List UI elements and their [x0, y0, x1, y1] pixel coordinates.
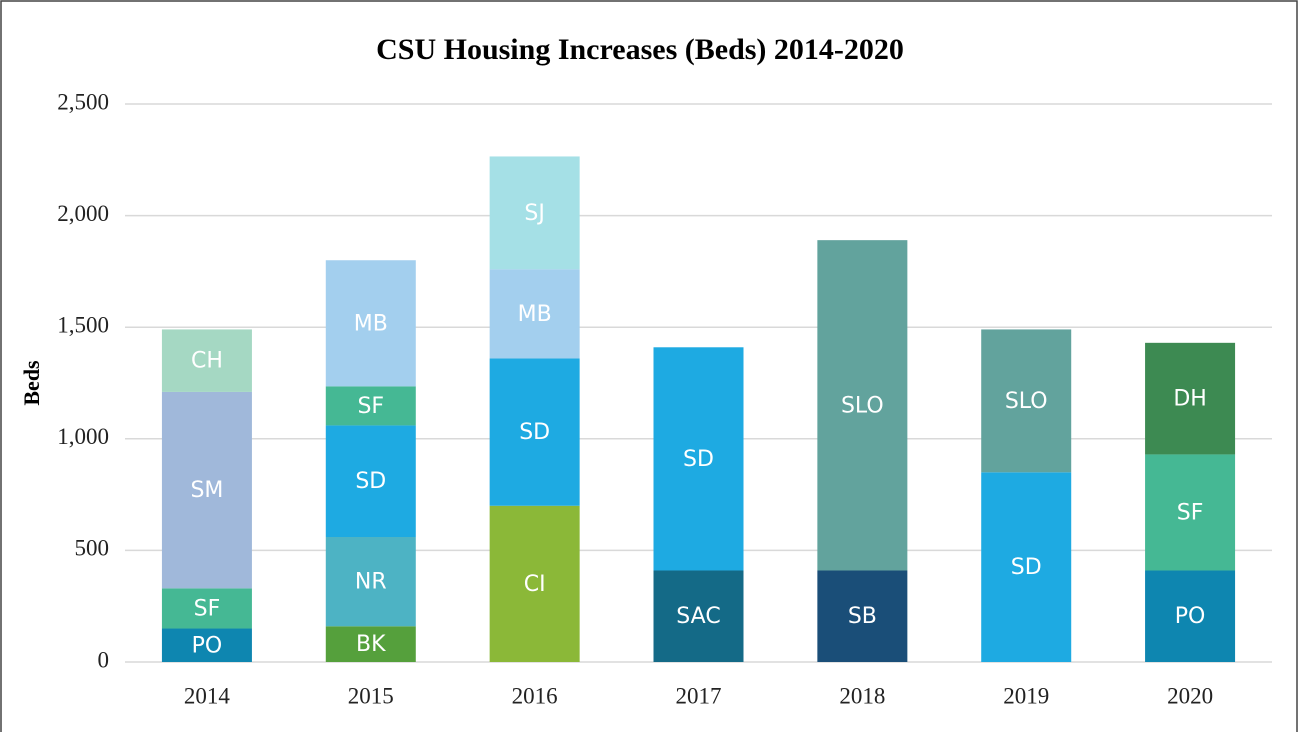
y-tick-label: 1,000 — [57, 424, 109, 449]
bar-segment — [161, 628, 252, 662]
bar-segment — [489, 269, 580, 359]
y-tick-label: 500 — [75, 536, 110, 561]
bar-segment — [981, 472, 1072, 662]
bar-segment — [817, 240, 908, 571]
segment-label: SD — [355, 469, 386, 494]
x-tick-label: 2019 — [1003, 683, 1049, 708]
bar-segment — [1145, 342, 1236, 455]
y-tick-label: 1,500 — [57, 312, 109, 337]
bar-segment — [489, 156, 580, 270]
bar-segment — [489, 358, 580, 506]
bar-segment — [325, 425, 416, 538]
segment-label: BK — [356, 632, 386, 657]
y-tick-label: 0 — [98, 647, 110, 672]
segment-label: MB — [518, 302, 552, 327]
bar-segment — [817, 570, 908, 662]
bar-segment — [325, 626, 416, 662]
bar-segment — [981, 329, 1072, 473]
bar-segment — [653, 347, 744, 571]
bar-segment — [325, 386, 416, 426]
bar-segment — [1145, 570, 1236, 662]
segment-label: SF — [194, 596, 221, 621]
bar-segment — [1145, 454, 1236, 571]
segment-label: CI — [524, 572, 546, 597]
segment-label: SB — [848, 604, 877, 629]
y-tick-label: 2,000 — [57, 201, 109, 226]
segment-label: MB — [354, 311, 388, 336]
x-tick-label: 2016 — [512, 683, 558, 708]
segment-label: SD — [1011, 555, 1042, 580]
bar-segment — [161, 588, 252, 629]
segment-label: PO — [192, 633, 223, 658]
segment-label: DH — [1173, 387, 1206, 412]
bar-segment — [489, 505, 580, 662]
x-tick-label: 2015 — [348, 683, 394, 708]
segment-label: SLO — [841, 393, 884, 418]
segment-label: SF — [357, 394, 384, 419]
x-tick-label: 2018 — [839, 683, 885, 708]
x-tick-label: 2014 — [184, 683, 231, 708]
x-tick-label: 2017 — [676, 683, 722, 708]
segment-label: SD — [683, 447, 714, 472]
bar-segment — [161, 329, 252, 392]
bar-segment — [325, 537, 416, 627]
bar-segment — [161, 391, 252, 589]
y-axis-label: Beds — [19, 360, 44, 406]
segment-label: NR — [355, 570, 387, 595]
y-tick-label: 2,500 — [57, 89, 109, 114]
segment-label: PO — [1175, 604, 1206, 629]
segment-label: SAC — [676, 604, 720, 629]
segment-label: SLO — [1005, 389, 1048, 414]
segment-label: SF — [1177, 500, 1204, 525]
x-tick-label: 2020 — [1167, 683, 1213, 708]
segment-label: SJ — [524, 201, 544, 226]
segment-label: CH — [191, 349, 223, 374]
segment-label: SM — [190, 478, 223, 503]
bar-segment — [653, 570, 744, 662]
segment-label: SD — [519, 420, 550, 445]
bar-segment — [325, 260, 416, 387]
chart-title: CSU Housing Increases (Beds) 2014-2020 — [376, 33, 904, 66]
